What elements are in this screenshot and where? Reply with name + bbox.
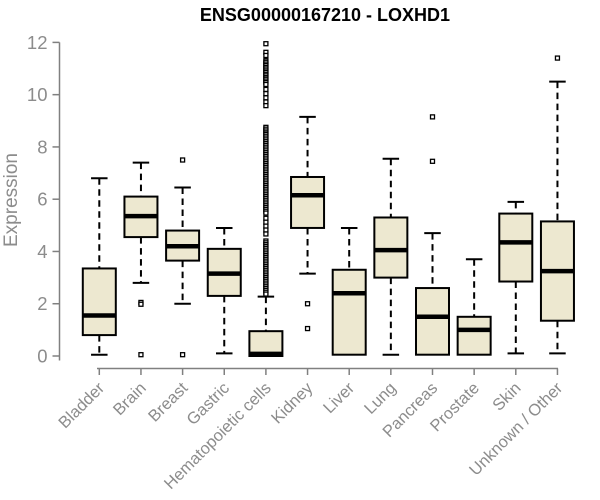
chart-title: ENSG00000167210 - LOXHD1 <box>199 5 451 25</box>
outlier-point <box>554 55 561 61</box>
outlier-point <box>263 95 269 101</box>
boxplot-pancreas <box>415 114 450 356</box>
boxplot-breast <box>165 157 201 358</box>
category-label: Brain <box>110 379 150 419</box>
category-label: Bladder <box>55 379 108 432</box>
y-tick-label: 2 <box>37 293 47 314</box>
outlier-point <box>138 301 144 307</box>
outlier-point <box>179 352 186 358</box>
outlier-point <box>304 301 311 307</box>
y-tick-label: 8 <box>37 136 47 157</box>
outlier-point <box>429 158 436 164</box>
category-label: Lung <box>361 379 400 418</box>
boxplot-skin <box>498 200 534 355</box>
outlier-point <box>429 114 436 120</box>
box-rect <box>373 216 409 279</box>
category-label: Kidney <box>268 379 317 428</box>
outlier-point <box>138 352 144 358</box>
y-axis-title: Expression <box>1 153 22 247</box>
boxplot-brain <box>123 161 159 358</box>
boxplot-bladder <box>81 177 117 356</box>
outlier-point <box>263 41 269 47</box>
outlier-point <box>263 291 269 297</box>
box-rect <box>81 267 117 337</box>
box-rect <box>331 268 367 356</box>
boxplot-hematopoietic-cells <box>248 41 284 358</box>
outlier-point <box>263 81 269 88</box>
boxplot-unknown-other <box>539 55 575 355</box>
box-rect <box>290 175 326 229</box>
y-tick-label: 6 <box>37 189 47 210</box>
outlier-point <box>304 325 311 332</box>
boxplot-lung <box>373 157 409 356</box>
y-tick-label: 4 <box>37 241 47 262</box>
outlier-point <box>263 102 269 109</box>
outlier-point <box>179 157 186 163</box>
boxplot-prostate <box>456 258 492 356</box>
outlier-point <box>263 90 269 97</box>
boxplot-liver <box>331 226 367 356</box>
boxplot-kidney <box>290 115 326 332</box>
category-label: Liver <box>320 379 358 417</box>
outlier-point <box>263 231 269 237</box>
y-tick-label: 10 <box>27 84 48 105</box>
category-label: Skin <box>489 379 524 414</box>
outlier-point <box>263 52 269 59</box>
y-tick-label: 12 <box>27 32 48 53</box>
y-tick-label: 0 <box>37 346 47 367</box>
outlier-point <box>263 210 269 216</box>
box-rect <box>498 212 534 283</box>
outlier-point <box>263 86 269 93</box>
box-rect <box>415 287 450 356</box>
box-rect <box>456 315 492 356</box>
boxplot-gastric <box>206 226 242 355</box>
